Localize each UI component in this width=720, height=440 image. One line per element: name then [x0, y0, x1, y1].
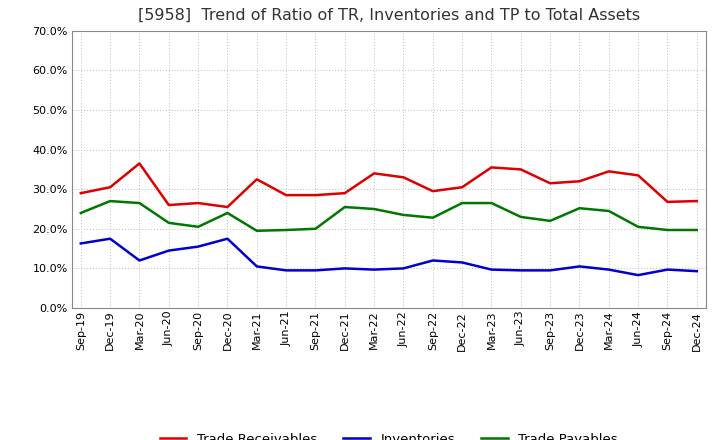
Trade Payables — [634, 224, 642, 230]
Trade Payables — [282, 227, 290, 233]
Line: Trade Receivables: Trade Receivables — [81, 163, 697, 207]
Trade Receivables — [605, 169, 613, 174]
Trade Payables — [76, 210, 85, 216]
Trade Receivables — [282, 192, 290, 198]
Line: Inventories: Inventories — [81, 238, 697, 275]
Line: Trade Payables: Trade Payables — [81, 201, 697, 231]
Trade Receivables — [663, 199, 672, 205]
Trade Receivables — [253, 176, 261, 182]
Trade Payables — [370, 206, 379, 212]
Trade Payables — [487, 200, 496, 205]
Trade Receivables — [223, 204, 232, 209]
Trade Receivables — [370, 171, 379, 176]
Inventories — [135, 258, 144, 263]
Trade Payables — [663, 227, 672, 233]
Trade Receivables — [487, 165, 496, 170]
Trade Receivables — [575, 179, 584, 184]
Inventories — [487, 267, 496, 272]
Title: [5958]  Trend of Ratio of TR, Inventories and TP to Total Assets: [5958] Trend of Ratio of TR, Inventories… — [138, 7, 640, 23]
Trade Payables — [428, 215, 437, 220]
Trade Payables — [106, 198, 114, 204]
Inventories — [399, 266, 408, 271]
Trade Payables — [605, 208, 613, 213]
Trade Receivables — [546, 180, 554, 186]
Trade Payables — [135, 200, 144, 205]
Inventories — [575, 264, 584, 269]
Inventories — [605, 267, 613, 272]
Trade Payables — [253, 228, 261, 233]
Trade Receivables — [428, 188, 437, 194]
Trade Receivables — [458, 185, 467, 190]
Inventories — [693, 268, 701, 274]
Trade Receivables — [634, 172, 642, 178]
Legend: Trade Receivables, Inventories, Trade Payables: Trade Receivables, Inventories, Trade Pa… — [160, 433, 618, 440]
Inventories — [76, 241, 85, 246]
Inventories — [663, 267, 672, 272]
Trade Receivables — [693, 198, 701, 204]
Trade Payables — [341, 204, 349, 209]
Trade Receivables — [516, 167, 525, 172]
Inventories — [282, 268, 290, 273]
Trade Receivables — [311, 192, 320, 198]
Trade Payables — [546, 218, 554, 224]
Trade Payables — [311, 226, 320, 231]
Trade Payables — [575, 205, 584, 211]
Inventories — [546, 268, 554, 273]
Inventories — [370, 267, 379, 272]
Trade Payables — [223, 210, 232, 216]
Trade Receivables — [164, 202, 173, 208]
Inventories — [458, 260, 467, 265]
Trade Receivables — [106, 185, 114, 190]
Inventories — [311, 268, 320, 273]
Inventories — [428, 258, 437, 263]
Trade Receivables — [399, 175, 408, 180]
Inventories — [223, 236, 232, 241]
Trade Receivables — [135, 161, 144, 166]
Trade Payables — [458, 200, 467, 205]
Trade Receivables — [76, 191, 85, 196]
Inventories — [106, 236, 114, 241]
Trade Payables — [194, 224, 202, 230]
Trade Receivables — [194, 200, 202, 205]
Trade Payables — [693, 227, 701, 233]
Inventories — [164, 248, 173, 253]
Trade Payables — [164, 220, 173, 225]
Inventories — [516, 268, 525, 273]
Inventories — [634, 272, 642, 278]
Inventories — [253, 264, 261, 269]
Trade Payables — [399, 212, 408, 217]
Trade Payables — [516, 214, 525, 220]
Inventories — [194, 244, 202, 249]
Inventories — [341, 266, 349, 271]
Trade Receivables — [341, 191, 349, 196]
